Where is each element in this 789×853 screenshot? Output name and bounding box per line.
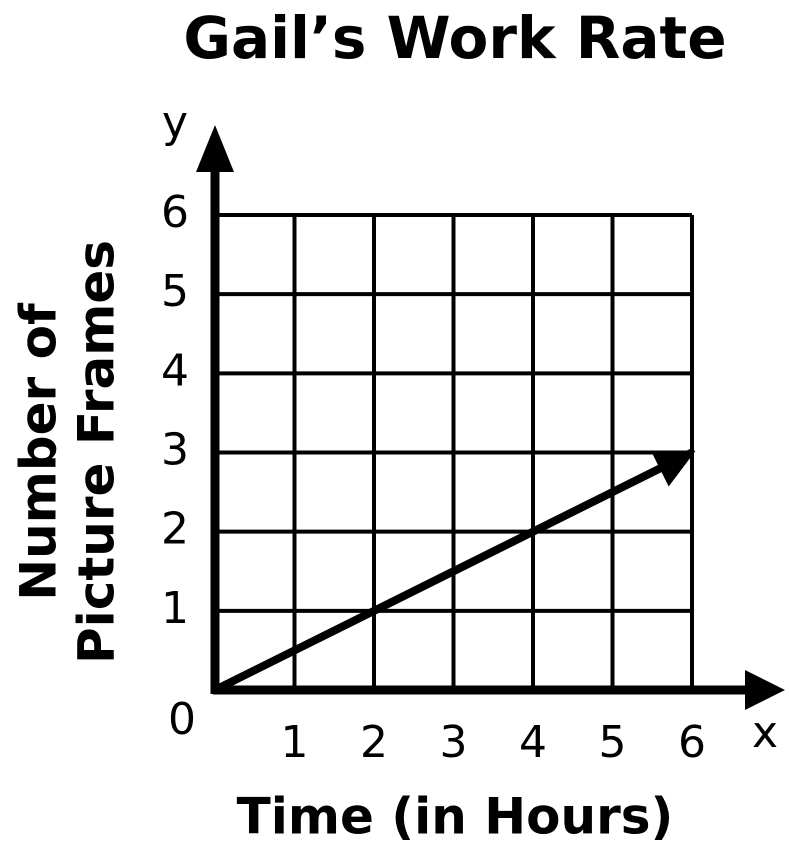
- x-axis-label: Time (in Hours): [237, 788, 674, 846]
- y-tick-label: 2: [161, 504, 189, 555]
- y-tick-label: 1: [161, 583, 189, 634]
- y-axis-label: Picture Frames: [68, 240, 126, 664]
- y-axis-label: Number of: [10, 302, 68, 601]
- y-tick-label: 5: [161, 266, 189, 317]
- chart-title: Gail’s Work Rate: [183, 4, 726, 72]
- y-axis-arrow: [196, 125, 234, 172]
- y-axis-name: y: [162, 97, 188, 148]
- x-tick-label: 3: [440, 717, 468, 768]
- x-axis-name: x: [752, 707, 778, 758]
- x-tick-label: 4: [519, 717, 547, 768]
- y-tick-label: 3: [161, 425, 189, 476]
- x-axis-arrow: [745, 670, 785, 710]
- y-tick-label: 0: [168, 694, 196, 745]
- x-tick-label: 1: [281, 717, 309, 768]
- y-tick-label: 6: [161, 187, 189, 238]
- x-tick-label: 5: [599, 717, 627, 768]
- x-tick-label: 6: [678, 717, 706, 768]
- x-tick-label: 2: [360, 717, 388, 768]
- data-line: [213, 448, 696, 694]
- y-tick-label: 4: [161, 345, 189, 396]
